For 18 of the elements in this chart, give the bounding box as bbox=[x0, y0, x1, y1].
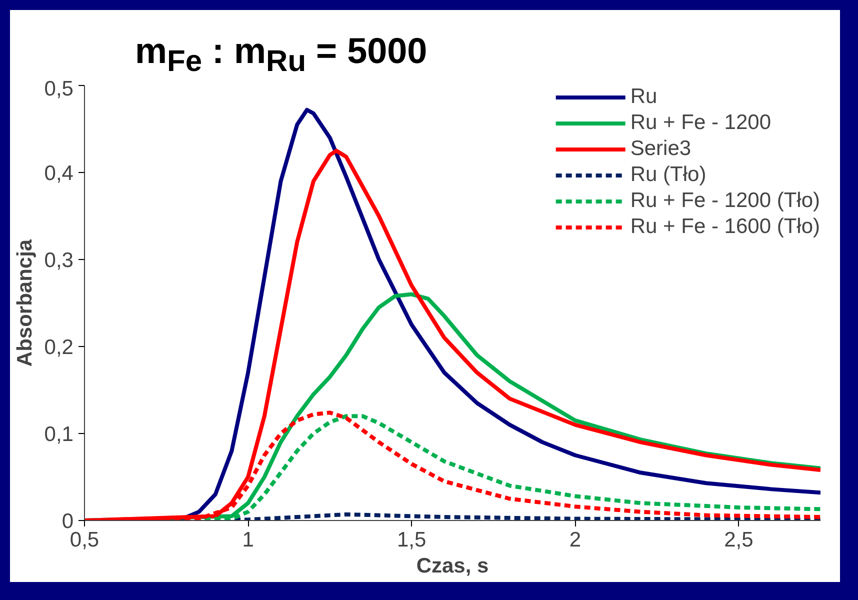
x-tick-label: 2 bbox=[569, 528, 582, 552]
legend-label: Ru bbox=[630, 85, 658, 109]
y-tick-label: 0,2 bbox=[44, 336, 74, 359]
x-tick-label: 1 bbox=[242, 528, 254, 552]
y-tick-label: 0,1 bbox=[44, 423, 74, 446]
legend-label: Ru (Tło) bbox=[630, 163, 706, 187]
y-tick-label: 0,3 bbox=[44, 249, 74, 272]
x-tick-label: 1,5 bbox=[397, 528, 426, 552]
legend-label: Ru + Fe - 1600 (Tło) bbox=[630, 215, 820, 239]
legend-label: Serie3 bbox=[630, 137, 692, 161]
legend-label: Ru + Fe - 1200 bbox=[630, 111, 772, 135]
y-tick-label: 0,5 bbox=[44, 78, 74, 100]
x-tick-label: 2,5 bbox=[724, 528, 754, 552]
y-axis-title: Absorbancja bbox=[13, 239, 36, 367]
x-axis-title: Czas, s bbox=[416, 554, 489, 578]
legend-label: Ru + Fe - 1200 (Tło) bbox=[630, 189, 820, 213]
chart-title: m$_{Fe}$ : m$_{Ru}$ = 5000 bbox=[135, 29, 428, 80]
y-tick-label: 0,4 bbox=[44, 162, 74, 185]
